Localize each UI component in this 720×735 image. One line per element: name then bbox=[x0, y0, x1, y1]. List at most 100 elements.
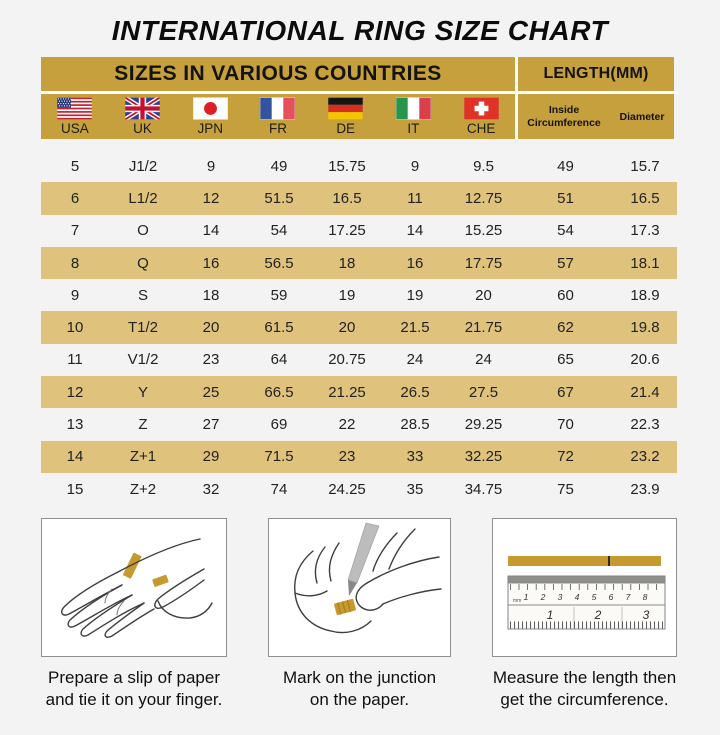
country-header-fr: FR bbox=[244, 94, 312, 139]
table-cell: 22 bbox=[338, 416, 356, 434]
table-cell: 18.9 bbox=[630, 286, 660, 304]
country-header-uk: UK bbox=[109, 94, 177, 139]
flag-italy-icon bbox=[395, 97, 431, 120]
flag-france-icon bbox=[260, 97, 296, 120]
table-cell: 21.75 bbox=[464, 319, 503, 337]
flag-switzerland-icon bbox=[463, 97, 499, 120]
table-cell: 67 bbox=[557, 383, 574, 401]
table-cell: 23.9 bbox=[630, 480, 660, 498]
ruler-cm-label: 7 bbox=[626, 592, 631, 602]
table-cell: 57 bbox=[557, 254, 574, 272]
caption-line: Prepare a slip of paper bbox=[48, 668, 220, 688]
table-cell: Q bbox=[137, 254, 149, 272]
chart-header-row: SIZES IN VARIOUS COUNTRIES LENGTH(MM) bbox=[41, 57, 677, 94]
instruction-step-3: 1 2 3 4 5 6 7 8 mm 1 2 3 bbox=[492, 518, 677, 727]
flags-row-countries: USA UK JPN FR DE IT CHE bbox=[41, 94, 518, 139]
instruction-caption-2: Mark on the junction on the paper. bbox=[268, 667, 451, 710]
ruler-cm-label: 5 bbox=[592, 592, 597, 602]
country-label: FR bbox=[268, 121, 287, 136]
table-cell: 60 bbox=[557, 286, 574, 304]
table-cell: 24.25 bbox=[328, 480, 366, 498]
table-cell: 28.5 bbox=[400, 416, 430, 434]
table-cell: 8 bbox=[70, 254, 80, 272]
table-cell: 11 bbox=[67, 351, 83, 369]
table-cell: 21.4 bbox=[630, 383, 660, 401]
caption-line: Measure the length then bbox=[492, 668, 677, 688]
table-cell: 66.5 bbox=[264, 383, 294, 401]
table-cell: 72 bbox=[557, 448, 574, 466]
table-cell: 49 bbox=[557, 157, 574, 175]
ruler-measure-icon: 1 2 3 4 5 6 7 8 mm 1 2 3 bbox=[492, 518, 677, 658]
table-cell: 29.25 bbox=[464, 416, 503, 434]
caption-line: and tie it on your finger. bbox=[45, 689, 223, 709]
table-cell: 17.75 bbox=[464, 254, 503, 272]
table-cell: 17.3 bbox=[630, 222, 660, 240]
ring-size-rows: 5 J1/2 9 49 15.75 9 9.5 49 15.7 6 L1/2 12 51.5 16.5 11… bbox=[41, 150, 677, 505]
ruler-cm-label: 1 bbox=[524, 592, 529, 602]
ruler-unit-label: mm bbox=[513, 598, 521, 604]
table-cell: 22.3 bbox=[630, 416, 660, 434]
table-cell: 15 bbox=[66, 480, 84, 498]
table-cell: 59 bbox=[270, 286, 288, 304]
country-header-jpn: JPN bbox=[176, 94, 244, 139]
table-cell: 51.5 bbox=[264, 189, 294, 207]
table-cell: 11 bbox=[407, 189, 423, 207]
table-cell: 32.25 bbox=[464, 448, 503, 466]
instruction-step-1: Prepare a slip of paper and tie it on yo… bbox=[41, 518, 227, 727]
page-title: INTERNATIONAL RING SIZE CHART bbox=[111, 15, 609, 46]
table-cell: 20.6 bbox=[630, 351, 660, 369]
header-length-mm: LENGTH(MM) bbox=[518, 57, 674, 91]
country-label: IT bbox=[407, 121, 420, 136]
table-row: 15 Z+2 32 74 24.25 35 34.75 75 23.9 bbox=[41, 473, 677, 505]
caption-line: get the circumference. bbox=[500, 689, 669, 709]
flag-uk-icon bbox=[125, 97, 161, 120]
table-row: 13 Z 27 69 22 28.5 29.25 70 22.3 bbox=[41, 408, 677, 440]
country-header-usa: USA bbox=[41, 94, 109, 139]
table-cell: 23 bbox=[338, 448, 356, 466]
length-subheaders: Inside Circumference Diameter bbox=[518, 94, 674, 139]
country-header-che: CHE bbox=[447, 94, 515, 139]
ruler-cm-label: 6 bbox=[609, 592, 614, 602]
table-cell: 6 bbox=[70, 189, 80, 207]
table-cell: 12 bbox=[66, 383, 84, 401]
table-cell: Z+1 bbox=[129, 448, 157, 466]
table-cell: 16 bbox=[406, 254, 424, 272]
table-cell: 21.5 bbox=[400, 319, 430, 337]
table-row: 8 Q 16 56.5 18 16 17.75 57 18.1 bbox=[41, 246, 677, 280]
table-cell: 24 bbox=[475, 351, 492, 369]
table-row: 11 V1/2 23 64 20.75 24 24 65 20.6 bbox=[41, 344, 677, 376]
table-cell: 19.8 bbox=[630, 319, 660, 337]
table-cell: J1/2 bbox=[128, 157, 158, 175]
table-cell: 12 bbox=[202, 189, 220, 207]
table-cell: 61.5 bbox=[264, 319, 294, 337]
table-cell: 12.75 bbox=[464, 189, 503, 207]
pen-marking-junction-icon bbox=[268, 518, 451, 658]
table-cell: 10 bbox=[66, 319, 84, 337]
table-cell: 16.5 bbox=[630, 189, 660, 207]
table-cell: 9 bbox=[410, 157, 420, 175]
table-cell: 51 bbox=[557, 189, 574, 207]
table-cell: 7 bbox=[70, 222, 80, 240]
country-label: DE bbox=[336, 121, 356, 136]
hand-with-paper-strip-icon bbox=[41, 518, 227, 658]
table-cell: 64 bbox=[270, 351, 288, 369]
header-sizes-in-various-countries: SIZES IN VARIOUS COUNTRIES bbox=[41, 57, 518, 91]
table-cell: 70 bbox=[557, 416, 574, 434]
table-cell: 18 bbox=[202, 286, 220, 304]
table-cell: 27.5 bbox=[468, 383, 499, 401]
table-cell: 32 bbox=[202, 480, 220, 498]
country-header-de: DE bbox=[312, 94, 380, 139]
caption-line: on the paper. bbox=[309, 689, 410, 709]
table-cell: 35 bbox=[406, 480, 424, 498]
table-cell: 23 bbox=[202, 351, 220, 369]
flag-germany-icon bbox=[328, 97, 364, 120]
table-cell: 56.5 bbox=[264, 254, 294, 272]
table-cell: 20.75 bbox=[328, 351, 366, 369]
inside-circumference-header: Inside Circumference bbox=[527, 103, 601, 129]
table-cell: 20 bbox=[338, 319, 356, 337]
table-cell: 13 bbox=[66, 416, 84, 434]
table-cell: 49 bbox=[270, 157, 288, 175]
table-cell: 71.5 bbox=[264, 448, 294, 466]
table-cell: 54 bbox=[270, 222, 288, 240]
table-cell: Z bbox=[138, 416, 148, 434]
